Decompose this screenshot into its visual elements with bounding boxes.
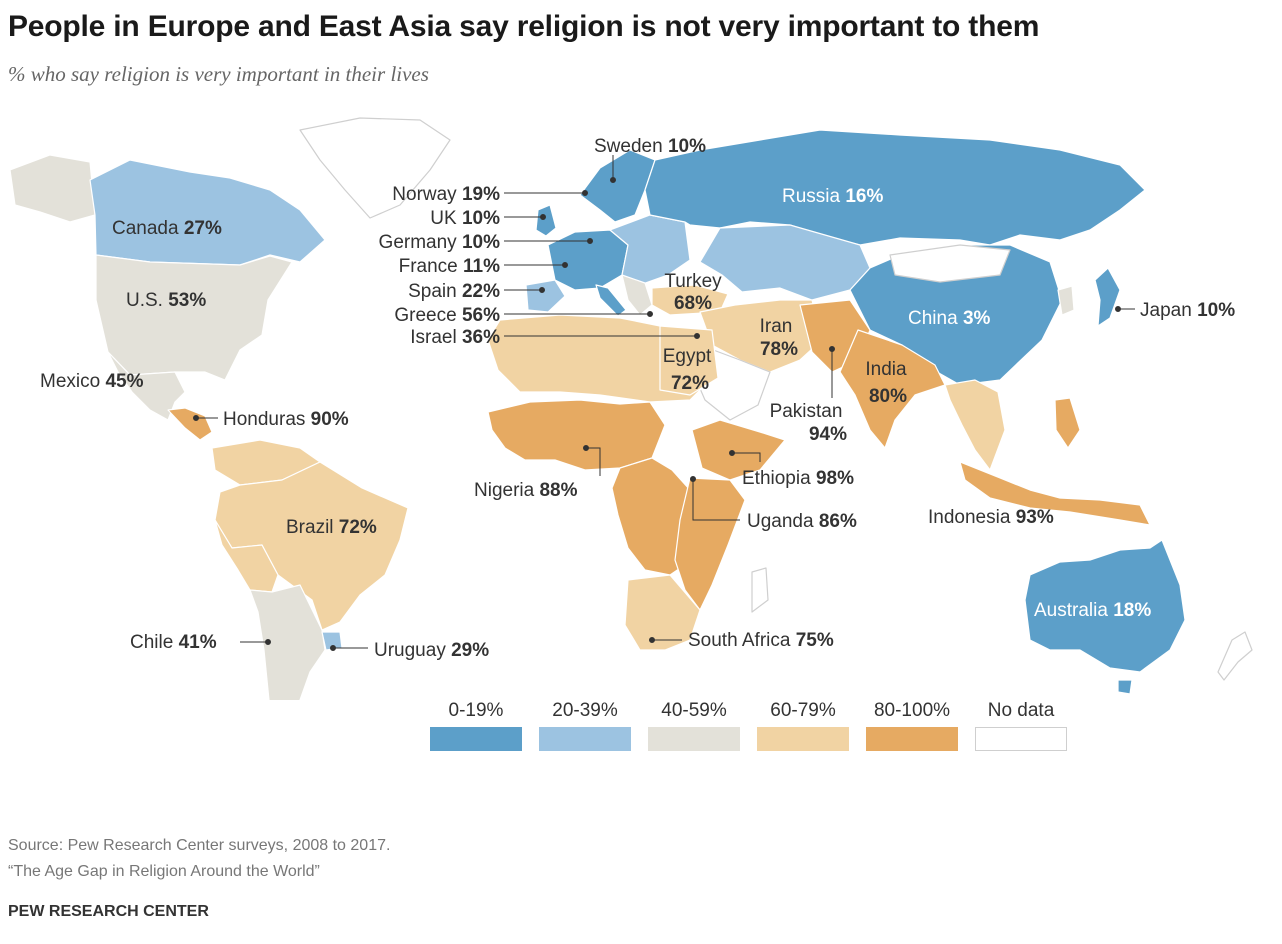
legend-item: 20-39% — [539, 700, 631, 751]
legend-swatch — [866, 727, 958, 751]
country-west-africa — [487, 399, 666, 471]
label-iran-name: Iran — [760, 316, 793, 337]
label-israel: Israel 36% — [410, 327, 500, 348]
country-southern-cone — [249, 584, 326, 700]
label-india-name: India — [865, 359, 907, 380]
legend-swatch — [975, 727, 1067, 751]
label-chile: Chile 41% — [130, 632, 217, 653]
country-madagascar — [751, 567, 769, 613]
label-germany: Germany 10% — [379, 232, 501, 253]
label-india-value: 80% — [869, 386, 907, 407]
label-norway: Norway 19% — [392, 184, 500, 205]
country-australia — [1024, 539, 1186, 673]
label-turkey-value: 68% — [674, 293, 712, 314]
label-pakistan-value: 94% — [809, 424, 847, 445]
legend-label: 40-59% — [661, 700, 727, 721]
country-india — [839, 329, 946, 449]
chart-title: People in Europe and East Asia say relig… — [8, 10, 1040, 43]
label-iran-value: 78% — [760, 339, 798, 360]
legend-label: No data — [987, 700, 1055, 721]
country-canada — [89, 159, 326, 266]
legend-swatch — [430, 727, 522, 751]
label-greece: Greece 56% — [394, 305, 500, 326]
label-spain: Spain 22% — [408, 281, 500, 302]
label-mexico: Mexico 45% — [40, 371, 144, 392]
legend-label: 80-100% — [873, 700, 951, 721]
country-italy — [595, 284, 627, 317]
label-egypt-name: Egypt — [663, 346, 712, 367]
country-scandinavia — [579, 149, 656, 223]
label-indonesia: Indonesia 93% — [928, 507, 1054, 528]
label-japan: Japan 10% — [1140, 300, 1235, 321]
label-uruguay: Uruguay 29% — [374, 640, 489, 661]
leader-ethiopia — [732, 452, 761, 462]
country-russia — [644, 129, 1146, 246]
label-south-africa: South Africa 75% — [688, 630, 834, 651]
country-north-africa — [487, 314, 711, 403]
legend-label: 20-39% — [552, 700, 618, 721]
legend-item: 0-19% — [430, 700, 522, 751]
country-east-africa — [674, 477, 746, 611]
label-egypt-value: 72% — [671, 373, 709, 394]
country-us — [95, 254, 293, 381]
label-brazil: Brazil 72% — [286, 517, 377, 538]
report-title: “The Age Gap in Religion Around the Worl… — [8, 863, 320, 880]
country-greenland — [299, 117, 451, 219]
legend-item: 40-59% — [648, 700, 740, 751]
legend-swatch — [757, 727, 849, 751]
label-nigeria: Nigeria 88% — [474, 480, 578, 501]
label-ethiopia: Ethiopia 98% — [742, 468, 854, 489]
label-turkey-name: Turkey — [664, 271, 722, 292]
leader-uganda — [692, 479, 740, 521]
label-australia: Australia 18% — [1034, 600, 1151, 621]
country-tasmania — [1117, 679, 1133, 695]
label-us: U.S. 53% — [126, 290, 206, 311]
country-spain — [525, 279, 566, 313]
label-uganda: Uganda 86% — [747, 511, 857, 532]
source-note: Source: Pew Research Center surveys, 200… — [8, 837, 391, 854]
country-mongolia — [889, 244, 1011, 283]
label-sweden: Sweden 10% — [594, 136, 706, 157]
country-korea — [1057, 285, 1075, 316]
world-map: Sweden 10% Norway 19% UK 10% Germany 10%… — [9, 117, 1253, 700]
country-brazil — [214, 461, 409, 631]
country-egypt — [659, 325, 719, 396]
leader-nigeria — [586, 447, 601, 476]
country-philippines — [1054, 397, 1081, 449]
legend-swatch — [648, 727, 740, 751]
country-japan — [1094, 267, 1121, 327]
legend-swatch — [539, 727, 631, 751]
legend-item: No data — [975, 700, 1067, 751]
label-france: France 11% — [399, 256, 501, 277]
country-central-america — [167, 407, 213, 441]
legend-item: 80-100% — [866, 700, 958, 751]
org-name: PEW RESEARCH CENTER — [8, 903, 209, 920]
country-southeast-asia — [944, 379, 1006, 471]
label-pakistan-name: Pakistan — [770, 401, 843, 422]
legend-label: 0-19% — [448, 700, 504, 721]
legend-item: 60-79% — [757, 700, 849, 751]
label-uk: UK 10% — [430, 208, 500, 229]
label-russia: Russia 16% — [782, 186, 883, 207]
country-alaska — [9, 154, 96, 223]
label-honduras: Honduras 90% — [223, 409, 349, 430]
label-china: China 3% — [908, 308, 991, 329]
country-new-zealand — [1217, 631, 1253, 681]
country-southern-africa — [624, 574, 701, 651]
country-uk — [535, 204, 557, 237]
legend-label: 60-79% — [770, 700, 836, 721]
country-balkans — [621, 274, 653, 316]
country-horn-of-africa — [691, 419, 786, 481]
label-canada: Canada 27% — [112, 218, 222, 239]
country-indonesia — [959, 461, 1151, 526]
chart-subtitle: % who say religion is very important in … — [8, 62, 429, 86]
